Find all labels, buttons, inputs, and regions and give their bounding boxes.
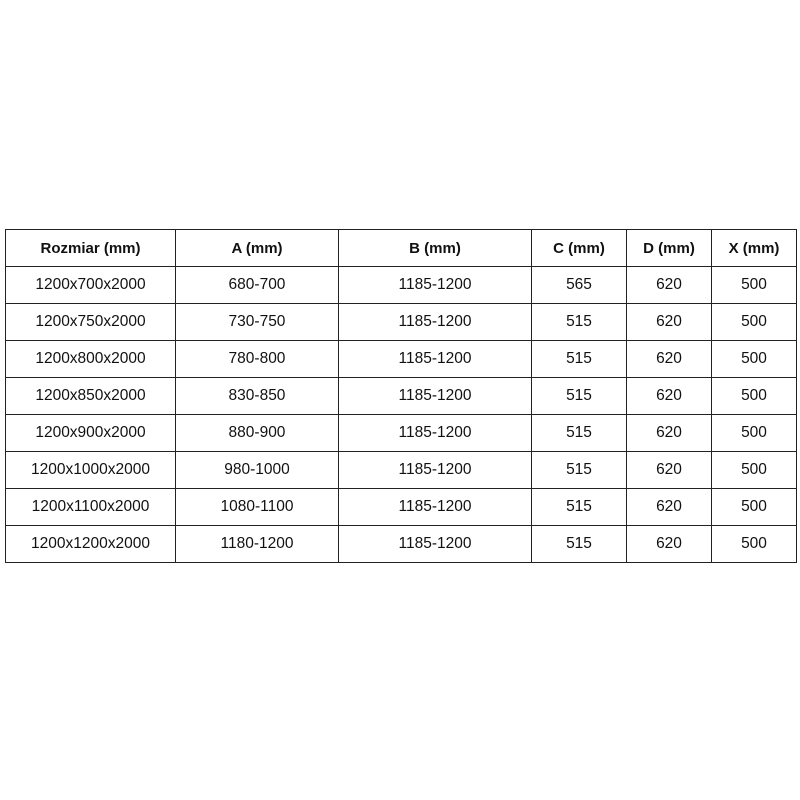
header-row: Rozmiar (mm) A (mm) B (mm) C (mm) D (mm) X (m… — [5, 229, 797, 267]
table-cell: 500 — [711, 303, 797, 341]
table-row: 1200x1100x2000 1080-1100 1185-1200 515 620 50… — [5, 488, 797, 526]
table-row: 1200x1200x2000 1180-1200 1185-1200 515 620 50… — [5, 525, 797, 563]
table-cell: 515 — [531, 340, 627, 378]
column-header: B (mm) — [338, 229, 532, 267]
table-cell: 1185-1200 — [338, 488, 532, 526]
table-cell: 1185-1200 — [338, 414, 532, 452]
column-header: A (mm) — [175, 229, 339, 267]
table-cell: 565 — [531, 266, 627, 304]
table-cell: 515 — [531, 377, 627, 415]
table-cell: 1200x750x2000 — [5, 303, 176, 341]
table-cell: 680-700 — [175, 266, 339, 304]
table-cell: 515 — [531, 451, 627, 489]
table-cell: 830-850 — [175, 377, 339, 415]
table-cell: 515 — [531, 488, 627, 526]
table-cell: 1200x1000x2000 — [5, 451, 176, 489]
column-header: Rozmiar (mm) — [5, 229, 176, 267]
dimensions-table: Rozmiar (mm) A (mm) B (mm) C (mm) D (mm) X (m… — [5, 229, 797, 563]
table-cell: 1200x700x2000 — [5, 266, 176, 304]
table-cell: 500 — [711, 377, 797, 415]
table-cell: 500 — [711, 488, 797, 526]
table-cell: 620 — [626, 525, 712, 563]
table-cell: 1200x1100x2000 — [5, 488, 176, 526]
table-cell: 620 — [626, 451, 712, 489]
table-row: 1200x800x2000 780-800 1185-1200 515 620 500 — [5, 340, 797, 378]
column-header: X (mm) — [711, 229, 797, 267]
table-cell: 1185-1200 — [338, 266, 532, 304]
table-cell: 620 — [626, 340, 712, 378]
table-cell: 500 — [711, 451, 797, 489]
column-header: C (mm) — [531, 229, 627, 267]
table-cell: 620 — [626, 377, 712, 415]
table-cell: 620 — [626, 488, 712, 526]
table-cell: 620 — [626, 303, 712, 341]
table-row: 1200x750x2000 730-750 1185-1200 515 620 500 — [5, 303, 797, 341]
table-cell: 980-1000 — [175, 451, 339, 489]
table-cell: 1185-1200 — [338, 340, 532, 378]
table-cell: 880-900 — [175, 414, 339, 452]
table-cell: 515 — [531, 525, 627, 563]
table-cell: 500 — [711, 340, 797, 378]
table-cell: 1080-1100 — [175, 488, 339, 526]
table-cell: 1185-1200 — [338, 377, 532, 415]
table-cell: 1185-1200 — [338, 451, 532, 489]
table-row: 1200x900x2000 880-900 1185-1200 515 620 500 — [5, 414, 797, 452]
table-cell: 515 — [531, 414, 627, 452]
table-cell: 1200x850x2000 — [5, 377, 176, 415]
table-cell: 1185-1200 — [338, 525, 532, 563]
table-cell: 1180-1200 — [175, 525, 339, 563]
table-row: 1200x700x2000 680-700 1185-1200 565 620 500 — [5, 266, 797, 304]
table-cell: 1200x1200x2000 — [5, 525, 176, 563]
table-row: 1200x1000x2000 980-1000 1185-1200 515 620 500 — [5, 451, 797, 489]
table-cell: 500 — [711, 414, 797, 452]
column-header: D (mm) — [626, 229, 712, 267]
table-cell: 515 — [531, 303, 627, 341]
table-cell: 500 — [711, 525, 797, 563]
table-cell: 1185-1200 — [338, 303, 532, 341]
table-cell: 780-800 — [175, 340, 339, 378]
table-cell: 1200x900x2000 — [5, 414, 176, 452]
table-cell: 1200x800x2000 — [5, 340, 176, 378]
table-cell: 500 — [711, 266, 797, 304]
table-cell: 620 — [626, 266, 712, 304]
table-cell: 730-750 — [175, 303, 339, 341]
table-cell: 620 — [626, 414, 712, 452]
table-row: 1200x850x2000 830-850 1185-1200 515 620 500 — [5, 377, 797, 415]
